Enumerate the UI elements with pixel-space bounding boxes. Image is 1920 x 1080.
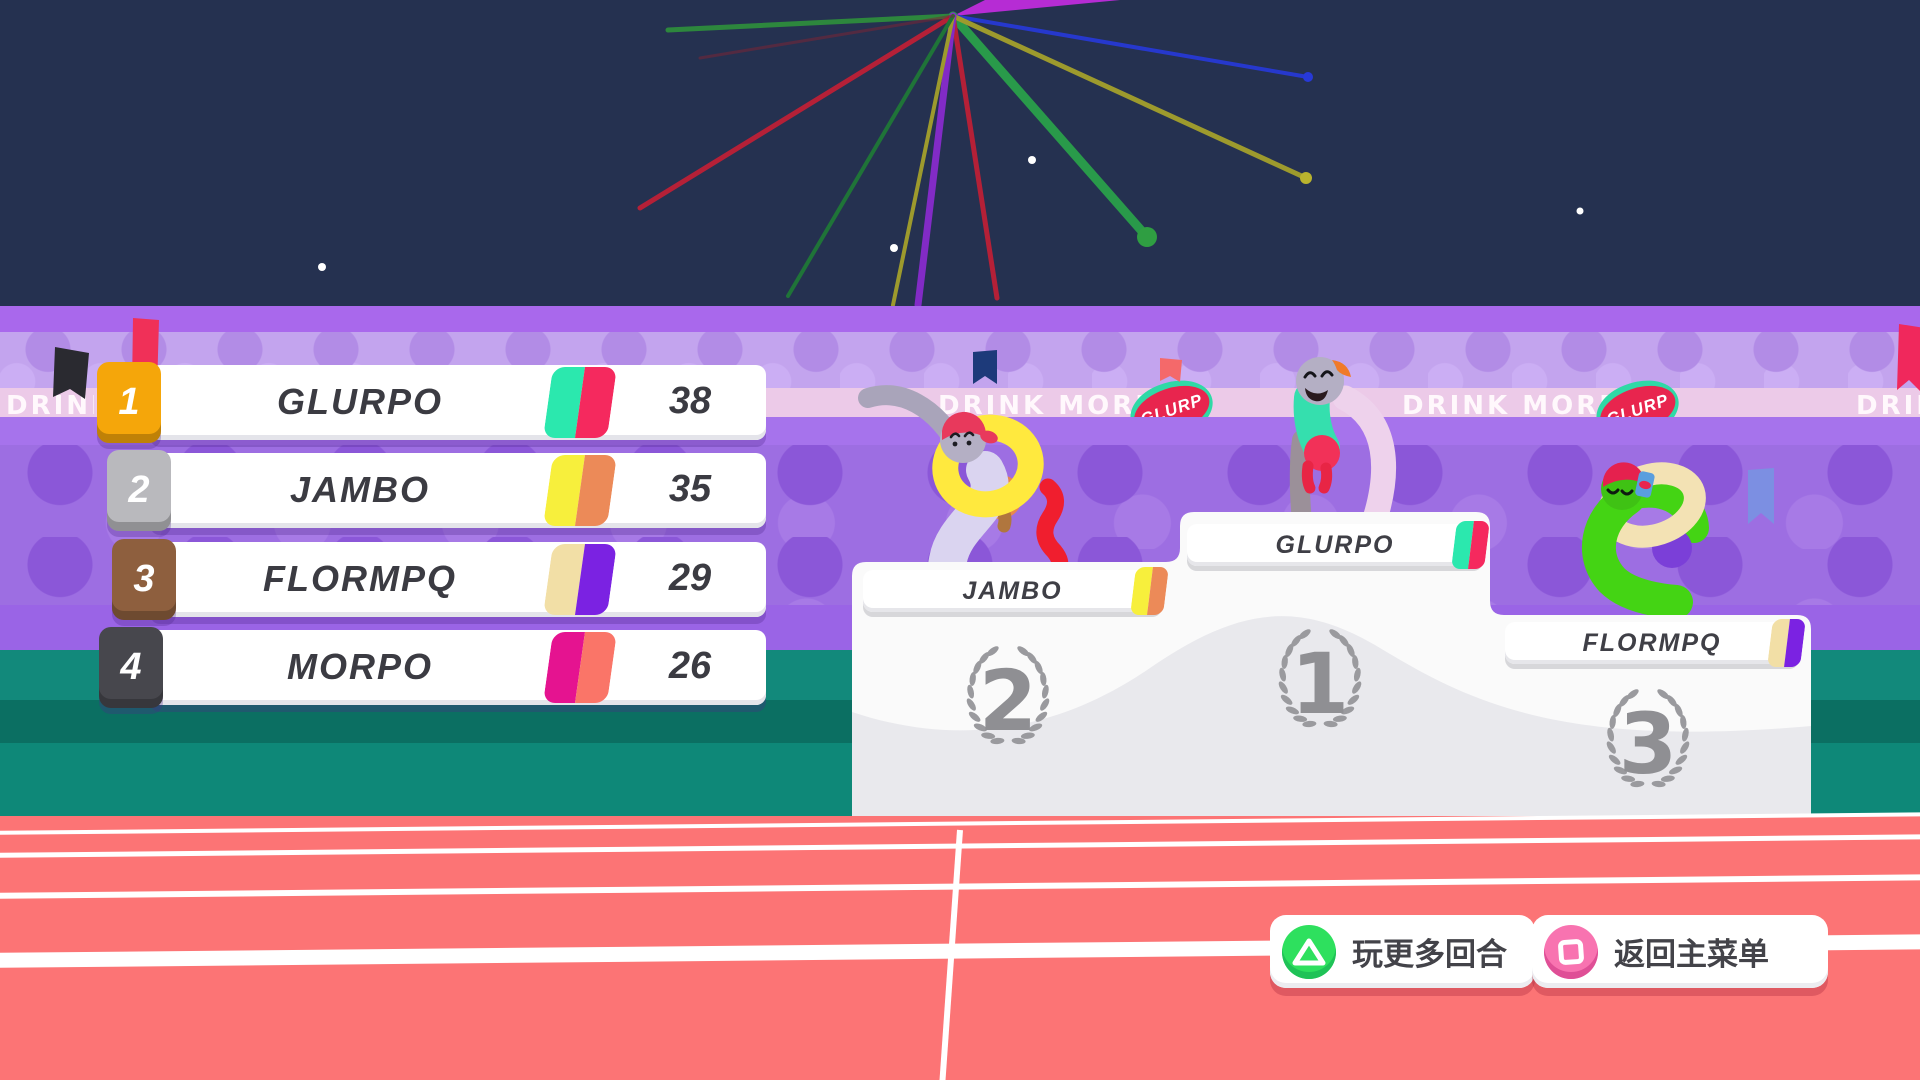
player-name: GLURPO (276, 381, 443, 422)
main-menu-label: 返回主菜单 (1614, 937, 1769, 972)
player-flag (1451, 521, 1490, 569)
player-name: JAMBO (289, 469, 430, 510)
star-dots (318, 156, 1584, 271)
character-glurpo (1289, 357, 1397, 541)
play-more-rounds-button[interactable]: 玩更多回合 (1270, 915, 1535, 988)
leaderboard-row: 3 FLORMPQ 29 (0, 539, 790, 620)
podium-name: JAMBO (962, 576, 1063, 605)
podium-plate-glurpo: GLURPO (1187, 521, 1490, 569)
laurel-wreath-first (1278, 629, 1362, 728)
banner-slogan: DRINK MORE (938, 391, 1156, 417)
banner-slogan: DRINK MORE (6, 391, 94, 417)
player-flag (543, 367, 617, 438)
laurel-wreath-third (1606, 689, 1690, 788)
player-flag (543, 544, 617, 615)
podium-plate-jambo: JAMBO (863, 567, 1169, 615)
banner-slogan: DRINK MORE (1856, 391, 1920, 417)
row-bar (150, 365, 766, 440)
leaderboard-row: 1 GLURPO 38 (0, 362, 790, 443)
player-score: 26 (668, 645, 712, 687)
fireworks-icon (318, 0, 1584, 309)
rank-badge: 4 (99, 627, 163, 708)
player-name: MORPO (286, 646, 433, 687)
rank-badge: 1 (97, 362, 161, 443)
triangle-button-icon (1282, 924, 1336, 979)
rank-badge: 3 (112, 539, 176, 620)
square-button-icon (1544, 924, 1598, 979)
leaderboard-row: 4 MORPO 26 (0, 627, 790, 708)
stadium-roof-band (0, 306, 1920, 332)
player-flag (543, 632, 617, 703)
player-score: 29 (668, 557, 712, 599)
podium-name: FLORMPQ (1582, 628, 1722, 657)
laurel-wreath-second (966, 646, 1050, 745)
rank-badge: 2 (107, 450, 171, 531)
player-flag (1130, 567, 1169, 615)
row-bar (150, 542, 766, 617)
player-score: 35 (668, 468, 712, 510)
podium-plate-flormpq: FLORMPQ (1505, 619, 1806, 667)
podium-place-1: 1 (1290, 635, 1350, 733)
firework-spark (1137, 227, 1157, 247)
player-score: 38 (668, 380, 712, 422)
podium-place-3: 3 (1618, 695, 1678, 793)
character-flormpq (1582, 462, 1709, 619)
podium-name: GLURPO (1275, 530, 1395, 559)
row-bar (150, 630, 766, 705)
red-ribbon (1036, 478, 1069, 578)
player-flag (1767, 619, 1806, 667)
banner-slogan: DRINK MORE (1402, 391, 1620, 417)
leaderboard-row: 2 JAMBO 35 (0, 450, 790, 531)
player-flag (543, 455, 617, 526)
play-more-label: 玩更多回合 (1352, 937, 1507, 972)
main-menu-button[interactable]: 返回主菜单 (1532, 915, 1828, 988)
player-name: FLORMPQ (263, 558, 457, 599)
podium-place-2: 2 (978, 652, 1038, 750)
row-bar (150, 453, 766, 528)
